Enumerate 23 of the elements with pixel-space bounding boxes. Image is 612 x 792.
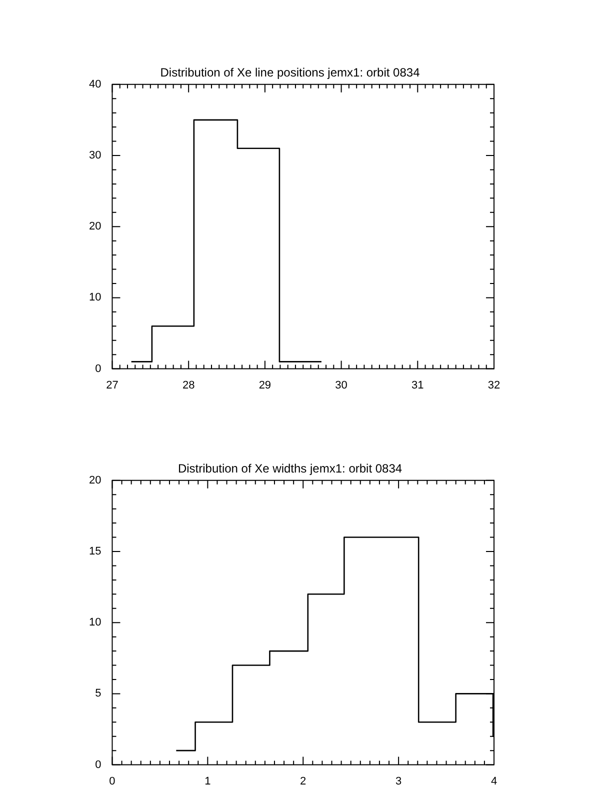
x-tick-label: 28	[182, 379, 195, 392]
y-tick-label: 10	[88, 292, 102, 304]
x-tick-label: 3	[395, 775, 402, 788]
chart-title: Distribution of Xe line positions jemx1: orbit 0834	[160, 66, 420, 80]
x-tick-label: 27	[106, 379, 118, 392]
x-tick-label: 1	[204, 775, 211, 788]
x-tick-label: 32	[488, 379, 500, 392]
x-tick-label: 4	[490, 775, 498, 788]
y-tick-label: 0	[95, 362, 102, 375]
x-tick-label: 30	[335, 379, 348, 392]
y-tick-label: 15	[88, 546, 102, 558]
x-tick-label: 29	[258, 379, 272, 392]
y-tick-label: 40	[88, 78, 102, 90]
chart-title: Distribution of Xe widths jemx1: orbit 0834	[178, 462, 402, 476]
x-tick-label: 31	[412, 379, 424, 392]
y-tick-label: 5	[95, 688, 102, 700]
y-tick-label: 20	[88, 220, 102, 233]
y-tick-label: 20	[88, 474, 102, 486]
x-tick-label: 2	[300, 775, 306, 788]
y-tick-label: 30	[88, 150, 102, 162]
y-tick-label: 0	[95, 758, 102, 771]
x-tick-label: 0	[109, 775, 116, 788]
y-tick-label: 10	[88, 616, 102, 629]
